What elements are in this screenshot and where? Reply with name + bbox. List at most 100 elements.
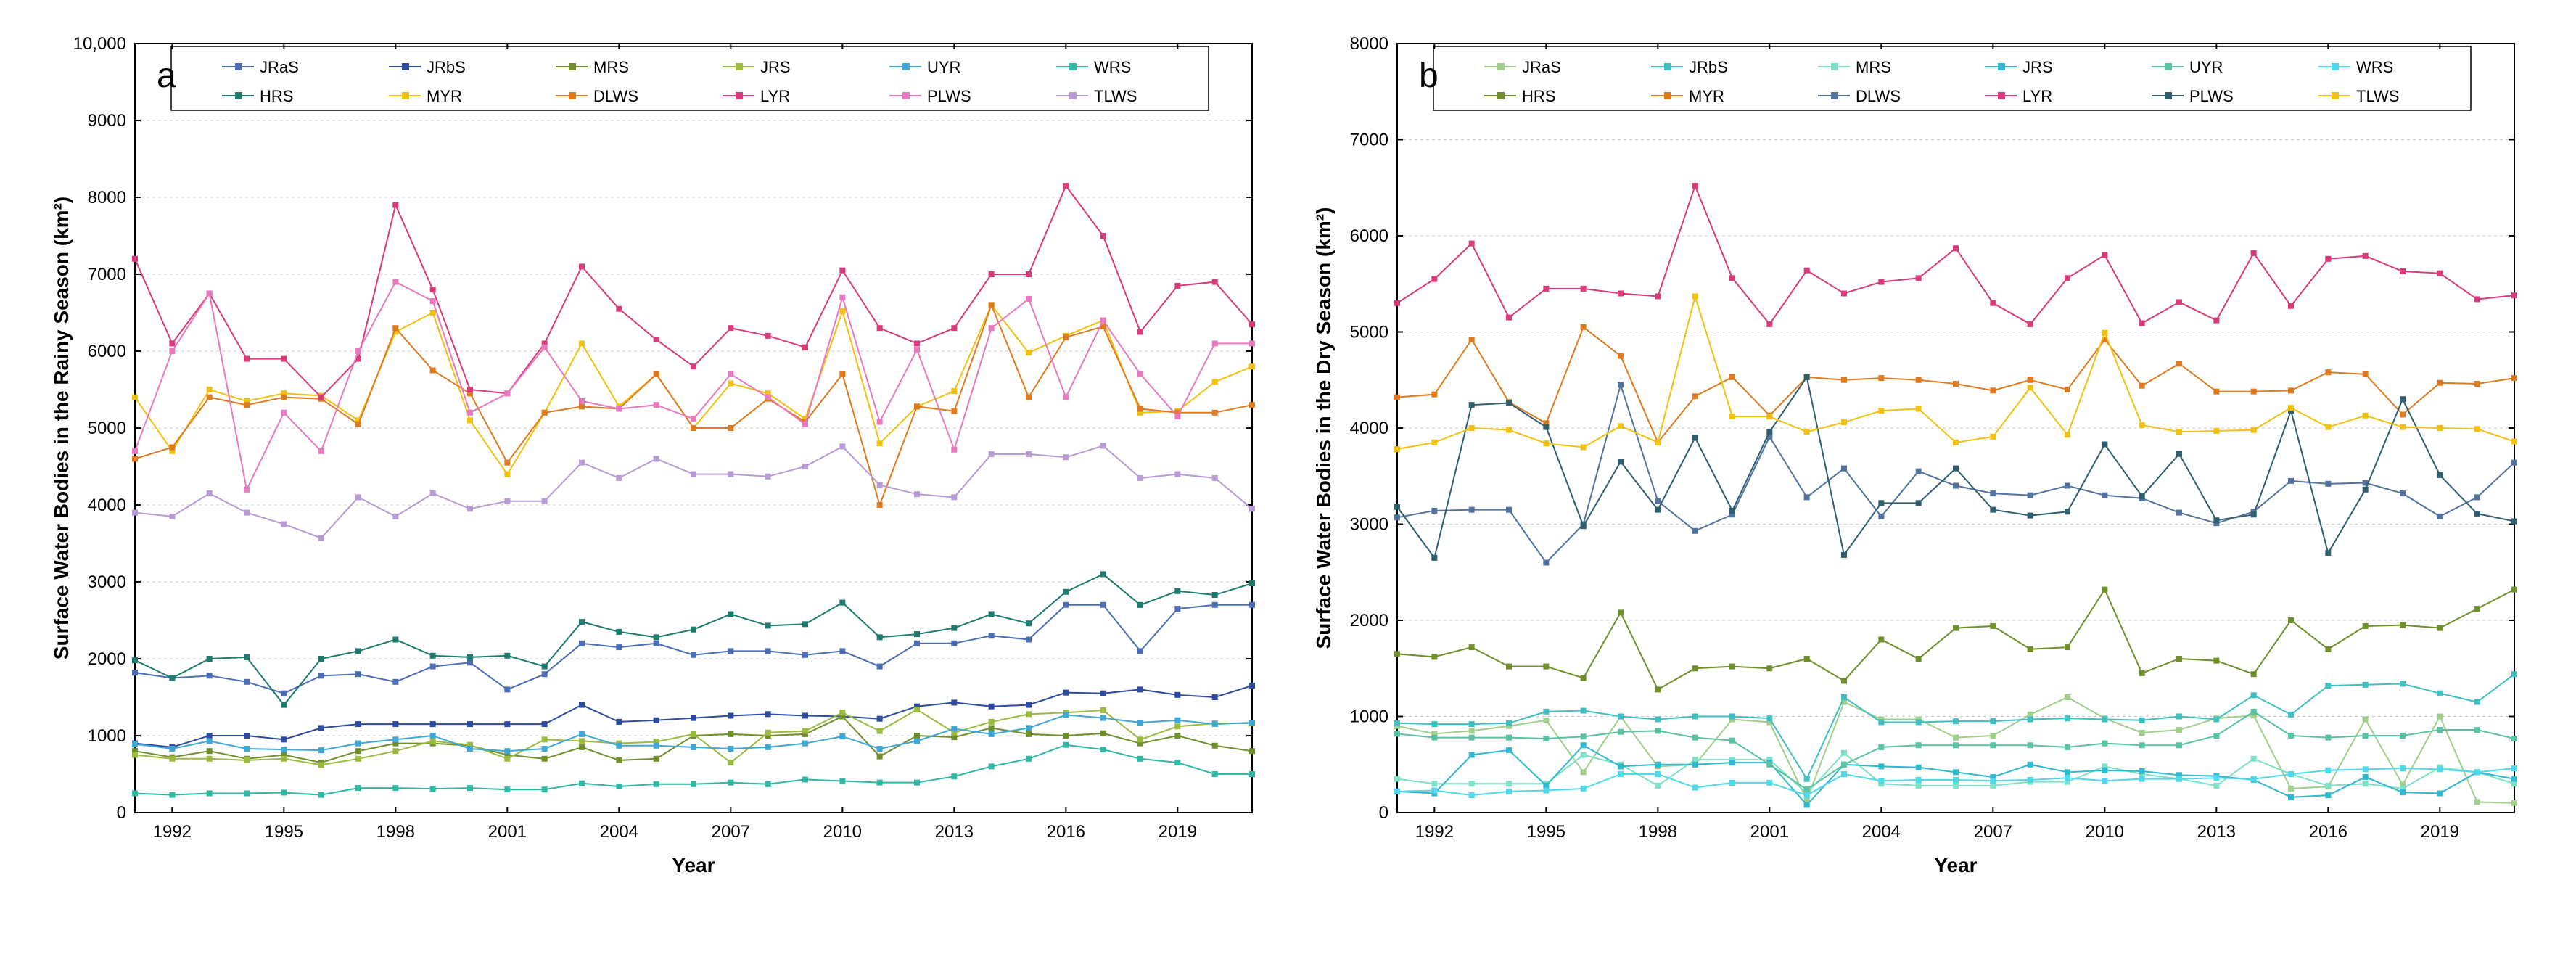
series-marker-UYR: [1692, 735, 1698, 741]
series-marker-UYR: [1580, 733, 1586, 739]
series-marker-HRS: [1063, 589, 1069, 595]
series-marker-TLWS: [616, 475, 622, 481]
series-marker-DLWS: [988, 302, 994, 308]
series-marker-JRS: [1174, 723, 1180, 729]
series-marker-MRS: [1211, 743, 1217, 749]
legend-label-UYR: UYR: [2189, 58, 2223, 76]
series-marker-WRS: [579, 781, 585, 786]
series-marker-PLWS: [616, 406, 622, 412]
series-marker-PLWS: [429, 298, 435, 304]
series-marker-LYR: [467, 387, 473, 392]
series-marker-PLWS: [765, 395, 770, 400]
series-marker-HRS: [1506, 664, 1512, 670]
series-marker-WRS: [653, 781, 659, 787]
series-marker-LYR: [653, 337, 659, 342]
series-marker-UYR: [802, 741, 808, 747]
series-marker-LYR: [1618, 291, 1624, 297]
series-marker-HRS: [2437, 625, 2443, 631]
series-marker-HRS: [2325, 646, 2331, 652]
series-marker-WRS: [2288, 771, 2294, 777]
legend-label-MRS: MRS: [1856, 58, 1891, 76]
series-marker-WRS: [1249, 771, 1255, 777]
series-marker-JRaS: [2474, 799, 2480, 805]
series-marker-JRS: [1729, 760, 1735, 765]
series-marker-UYR: [2027, 742, 2033, 748]
series-marker-JRS: [1803, 802, 1809, 807]
series-marker-TLWS: [467, 506, 473, 511]
legend-label-DLWS: DLWS: [593, 87, 638, 105]
series-marker-PLWS: [504, 390, 510, 396]
series-marker-TLWS: [132, 510, 138, 516]
series-marker-MRS: [1655, 783, 1661, 789]
series-marker-JRbS: [2027, 716, 2033, 722]
series-marker-JRS: [1655, 762, 1661, 768]
series-marker-PLWS: [541, 345, 547, 350]
series-marker-TLWS: [691, 472, 696, 477]
series-marker-JRaS: [1211, 602, 1217, 608]
series-line-DLWS: [1397, 385, 2514, 562]
series-marker-LYR: [1953, 245, 1959, 251]
series-marker-MRS: [1915, 783, 1921, 789]
series-marker-HRS: [1431, 654, 1437, 659]
series-marker-UYR: [1953, 742, 1959, 748]
series-marker-PLWS: [318, 448, 324, 454]
series-marker-JRbS: [2102, 716, 2107, 722]
series-marker-UYR: [504, 748, 510, 754]
series-marker-UYR: [1729, 738, 1735, 744]
series-marker-PLWS: [1100, 318, 1106, 324]
series-marker-TLWS: [392, 514, 398, 519]
legend-label-LYR: LYR: [2022, 87, 2052, 105]
series-line-PLWS: [135, 282, 1252, 490]
series-marker-LYR: [2474, 296, 2480, 302]
series-marker-HRS: [169, 675, 175, 681]
series-marker-JRbS: [1692, 714, 1698, 720]
series-marker-JRS: [2139, 768, 2144, 774]
series-marker-HRS: [653, 634, 659, 640]
series-marker-WRS: [169, 792, 175, 798]
series-marker-LYR: [2176, 299, 2182, 305]
series-marker-HRS: [1249, 580, 1255, 586]
series-marker-PLWS: [1692, 435, 1698, 440]
series-marker-PLWS: [1468, 402, 1474, 408]
series-marker-LYR: [1249, 321, 1255, 327]
series-marker-PLWS: [2474, 511, 2480, 517]
series-marker-DLWS: [1137, 406, 1143, 412]
series-marker-JRbS: [1990, 718, 1996, 724]
series-marker-MYR: [2065, 387, 2070, 392]
series-marker-UYR: [914, 738, 920, 744]
series-marker-LYR: [1100, 233, 1106, 239]
series-marker-TLWS: [281, 522, 287, 527]
x-tick-label: 2010: [823, 822, 861, 842]
series-marker-MYR: [2027, 377, 2033, 383]
series-marker-HRS: [1729, 664, 1735, 670]
legend-label-HRS: HRS: [1522, 87, 1555, 105]
series-marker-WRS: [2511, 765, 2517, 771]
series-marker-TLWS: [429, 490, 435, 496]
series-marker-UYR: [429, 733, 435, 739]
series-marker-HRS: [1100, 571, 1106, 577]
series-marker-JRaS: [951, 641, 957, 646]
series-marker-MYR: [1915, 377, 1921, 383]
series-marker-DLWS: [2437, 514, 2443, 519]
series-marker-JRS: [169, 756, 175, 762]
series-marker-JRbS: [1915, 719, 1921, 725]
series-marker-JRbS: [728, 712, 733, 718]
series-marker-WRS: [2213, 775, 2219, 781]
series-marker-MYR: [1431, 392, 1437, 398]
series-marker-JRS: [876, 728, 882, 734]
series-marker-JRbS: [281, 736, 287, 742]
series-marker-TLWS: [1394, 446, 1400, 452]
series-marker-UYR: [2288, 733, 2294, 739]
series-marker-LYR: [1692, 183, 1698, 189]
series-marker-JRaS: [839, 648, 845, 654]
series-marker-PLWS: [467, 410, 473, 416]
series-marker-DLWS: [206, 395, 212, 400]
series-marker-DLWS: [392, 325, 398, 331]
series-marker-JRbS: [1580, 708, 1586, 714]
series-marker-HRS: [1137, 602, 1143, 608]
series-marker-JRaS: [1174, 606, 1180, 612]
series-marker-PLWS: [1506, 400, 1512, 406]
series-marker-LYR: [951, 325, 957, 331]
series-marker-WRS: [2474, 769, 2480, 775]
legend-box: [171, 46, 1209, 110]
